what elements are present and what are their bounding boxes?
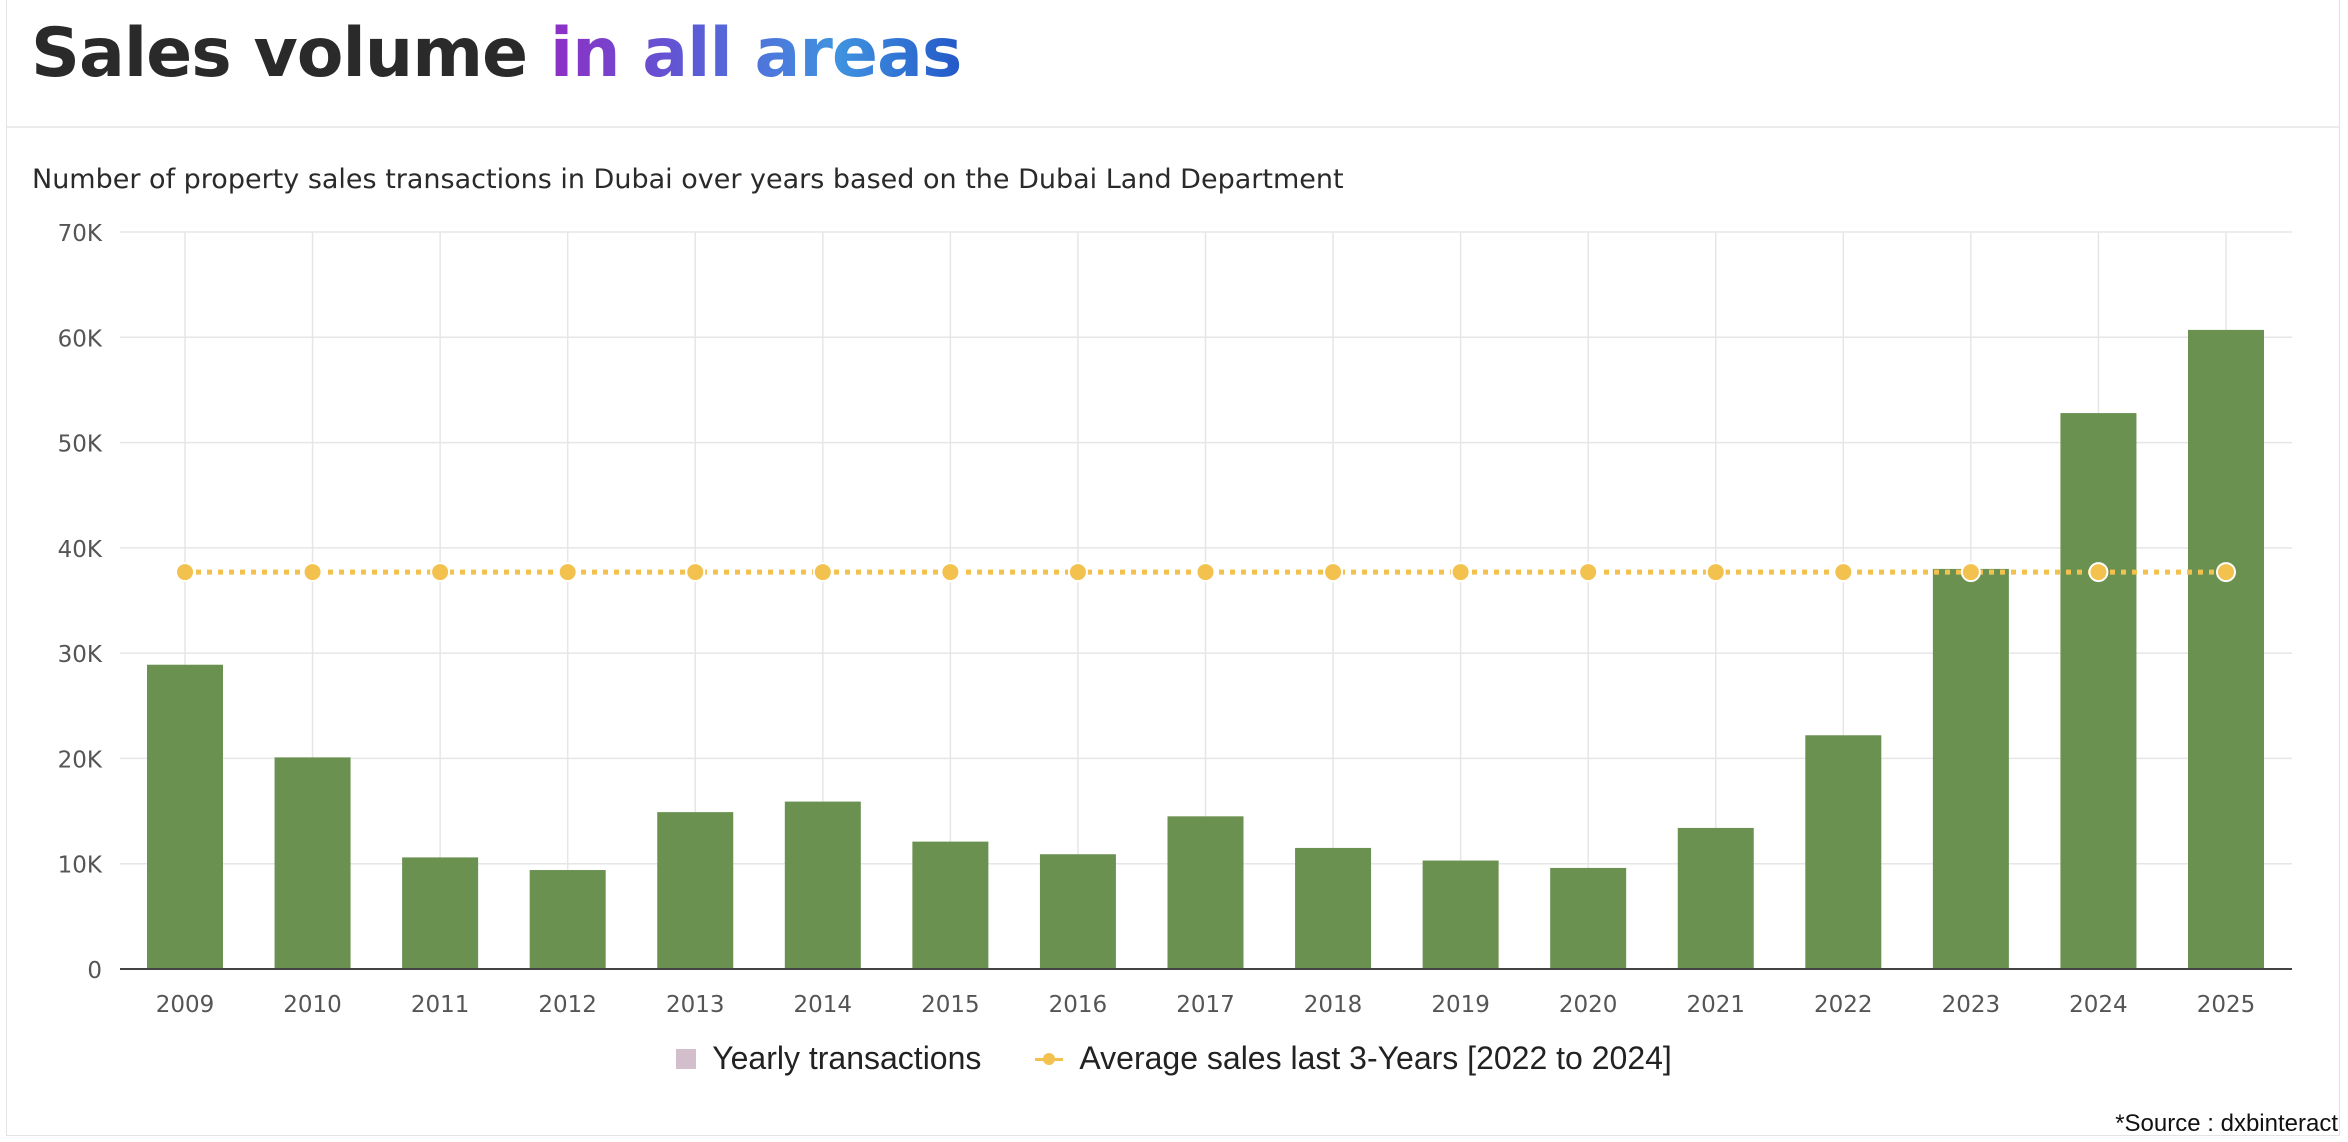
- x-tick-label: 2009: [156, 992, 215, 1018]
- average-point[interactable]: [557, 562, 578, 583]
- bar[interactable]: [784, 801, 861, 969]
- x-tick-label: 2014: [794, 992, 853, 1018]
- x-tick-label: 2011: [411, 992, 470, 1018]
- bar[interactable]: [147, 664, 223, 969]
- bar[interactable]: [1932, 568, 2009, 969]
- y-tick-label: 40K: [58, 537, 103, 563]
- y-tick-label: 70K: [58, 221, 103, 247]
- legend-line-label: Average sales last 3-Years [2022 to 2024…: [1079, 1040, 1672, 1076]
- bar[interactable]: [1550, 867, 1627, 969]
- x-tick-label: 2022: [1814, 992, 1873, 1018]
- legend-item-average-sales[interactable]: Average sales last 3-Years [2022 to 2024…: [1035, 1040, 1672, 1077]
- bar[interactable]: [1167, 816, 1244, 969]
- bar[interactable]: [274, 757, 351, 969]
- bar[interactable]: [402, 857, 479, 969]
- title-plain: Sales volume: [31, 14, 528, 93]
- legend-item-yearly-transactions[interactable]: Yearly transactions: [676, 1040, 981, 1077]
- average-point[interactable]: [2216, 562, 2236, 583]
- bar[interactable]: [1295, 847, 1372, 969]
- average-point[interactable]: [1323, 562, 1344, 583]
- bar[interactable]: [1039, 854, 1116, 969]
- x-tick-label: 2012: [538, 992, 597, 1018]
- x-tick-label: 2017: [1176, 992, 1235, 1018]
- average-point[interactable]: [812, 562, 833, 583]
- bar[interactable]: [2060, 413, 2137, 969]
- x-tick-label: 2020: [1559, 992, 1618, 1018]
- x-tick-label: 2024: [2069, 992, 2128, 1018]
- x-tick-label: 2019: [1431, 992, 1490, 1018]
- average-point[interactable]: [430, 562, 451, 583]
- bar[interactable]: [912, 841, 989, 969]
- average-point[interactable]: [302, 562, 323, 583]
- y-tick-label: 10K: [58, 853, 103, 879]
- average-point[interactable]: [1195, 562, 1216, 583]
- chart-legend: Yearly transactions Average sales last 3…: [0, 1040, 2348, 1077]
- y-tick-label: 30K: [58, 642, 103, 668]
- average-point[interactable]: [1960, 562, 1981, 583]
- legend-line-swatch: [1035, 1049, 1064, 1069]
- bar[interactable]: [2188, 329, 2264, 969]
- average-point[interactable]: [1450, 562, 1471, 583]
- card-header: Sales volume in all areas: [7, 0, 2339, 128]
- title-highlight: in all areas: [549, 14, 962, 93]
- x-tick-label: 2025: [2197, 992, 2256, 1018]
- x-tick-label: 2013: [666, 992, 725, 1018]
- x-tick-label: 2021: [1686, 992, 1745, 1018]
- bar[interactable]: [1422, 860, 1499, 969]
- x-tick-label: 2016: [1049, 992, 1108, 1018]
- legend-bar-swatch: [676, 1048, 697, 1069]
- bar[interactable]: [1677, 827, 1754, 969]
- y-tick-label: 20K: [58, 747, 103, 773]
- x-tick-label: 2018: [1304, 992, 1363, 1018]
- average-point[interactable]: [1833, 562, 1854, 583]
- average-point[interactable]: [1705, 562, 1726, 583]
- bar-chart: 0 10K 20K 30K 40K 50K 60K 70K 2009 2010 2011 2012 20…: [58, 221, 2292, 1018]
- average-point[interactable]: [2088, 562, 2109, 583]
- average-point[interactable]: [1578, 562, 1599, 583]
- average-point[interactable]: [1067, 562, 1088, 583]
- bar[interactable]: [1805, 735, 1882, 969]
- x-tick-label: 2023: [1942, 992, 2001, 1018]
- y-tick-label: 0: [87, 958, 102, 984]
- average-point[interactable]: [175, 562, 195, 583]
- bar[interactable]: [529, 870, 606, 969]
- y-tick-label: 50K: [58, 432, 103, 458]
- average-point[interactable]: [685, 562, 706, 583]
- chart-subtitle: Number of property sales transactions in…: [32, 164, 1344, 195]
- average-point[interactable]: [940, 562, 961, 583]
- bar[interactable]: [657, 812, 734, 969]
- page-title: Sales volume in all areas: [31, 14, 962, 93]
- legend-bars-label: Yearly transactions: [712, 1040, 982, 1076]
- x-tick-label: 2015: [921, 992, 980, 1018]
- source-note: *Source : dxbinteract: [2115, 1110, 2338, 1137]
- x-tick-label: 2010: [283, 992, 342, 1018]
- y-tick-label: 60K: [58, 326, 103, 352]
